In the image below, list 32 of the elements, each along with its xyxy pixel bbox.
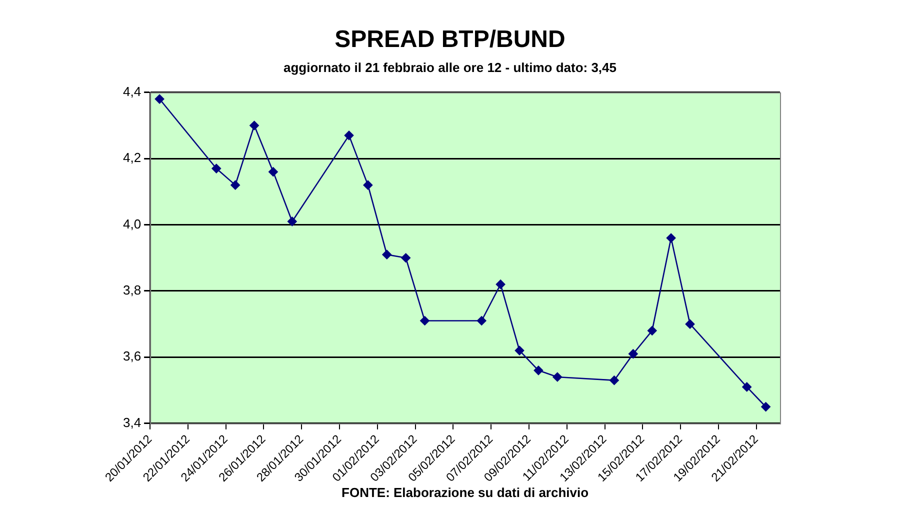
chart-subtitle: aggiornato il 21 febbraio alle ore 12 - ultimo dato: 3,45: [283, 60, 617, 76]
y-tick-label: 3,6: [122, 348, 142, 364]
point: [610, 376, 619, 385]
point: [666, 233, 676, 243]
point: [496, 280, 506, 289]
y-tick-label: 4,0: [122, 216, 142, 232]
point: [288, 216, 297, 226]
point: [514, 346, 524, 356]
point: [742, 382, 752, 392]
source-note: FONTE: Elaborazione su dati di archivio: [342, 485, 589, 500]
point: [212, 164, 222, 174]
point: [363, 180, 373, 190]
y-tick-label: 3,4: [122, 414, 142, 430]
point: [344, 130, 354, 140]
point: [647, 326, 657, 336]
point: [382, 250, 392, 260]
point: [230, 180, 240, 190]
point: [685, 319, 695, 329]
point: [250, 120, 259, 130]
point: [552, 372, 562, 382]
y-tick-label: 4,2: [122, 150, 142, 166]
point: [476, 316, 486, 326]
y-tick-label: 4,4: [122, 84, 142, 99]
point: [268, 167, 278, 176]
point: [154, 94, 164, 104]
chart-title: SPREAD BTP/BUND: [334, 26, 566, 54]
point: [534, 366, 544, 376]
y-tick-label: 3,8: [122, 282, 142, 298]
point: [401, 253, 410, 263]
point: [761, 402, 770, 412]
point: [628, 349, 638, 358]
point: [420, 316, 430, 326]
